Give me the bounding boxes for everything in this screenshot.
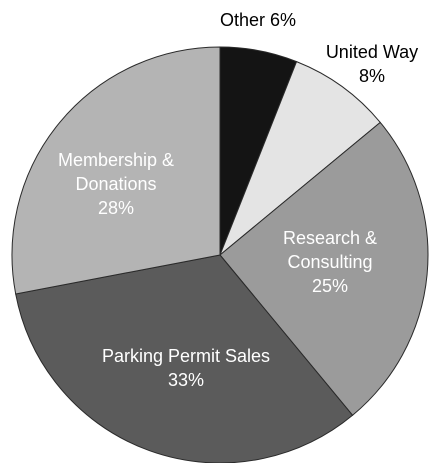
slice-label: Parking Permit Sales 33%: [86, 344, 286, 392]
slice-label: Research & Consulting 25%: [275, 226, 385, 298]
pie-slice: [219, 121, 429, 416]
value-label: 33%: [167, 370, 205, 390]
value-label: 28%: [97, 198, 135, 218]
value-label: 25%: [311, 276, 349, 296]
slice-label: United Way 8%: [317, 40, 427, 88]
slice-label: Other 6%: [188, 8, 328, 32]
value-label: 6%: [270, 10, 297, 30]
slice-label: Membership & Donations 28%: [51, 148, 181, 220]
pie-slice: [11, 46, 221, 295]
pie-slice: [15, 254, 354, 463]
pie-slice: [219, 60, 381, 256]
category-label: United Way: [325, 42, 419, 62]
value-label: 8%: [358, 66, 385, 86]
category-label: Parking Permit Sales: [101, 346, 271, 366]
category-label: Membership & Donations: [57, 150, 175, 194]
category-label: Research & Consulting: [282, 228, 378, 272]
category-label: Other: [219, 10, 265, 30]
